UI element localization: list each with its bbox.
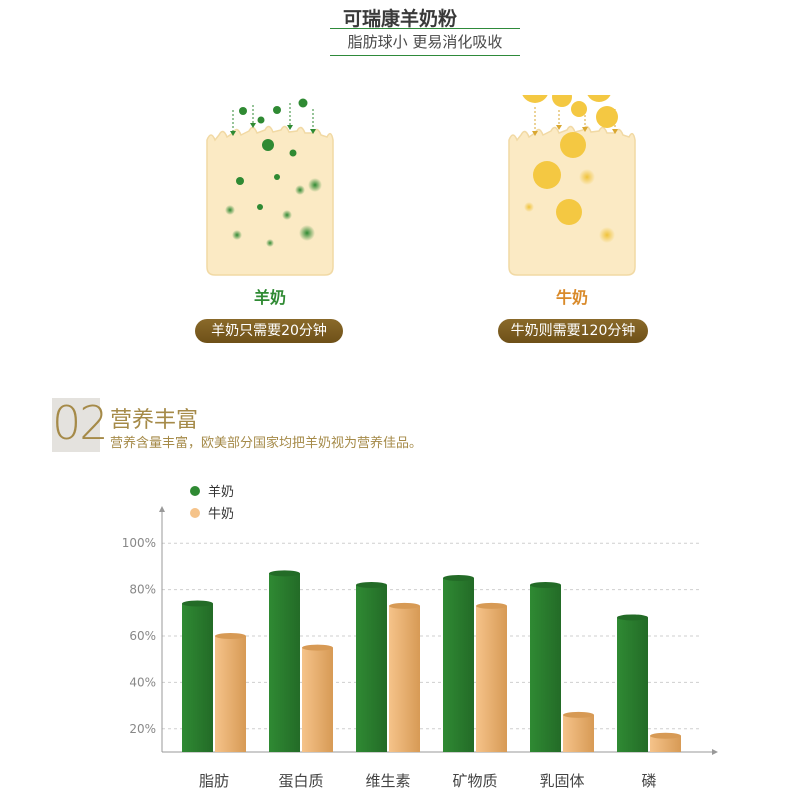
legend-item-goat: 羊奶 xyxy=(190,481,234,500)
cow-milk-label: 牛奶 xyxy=(555,288,588,307)
bar-cow xyxy=(563,714,594,752)
bar-top-cow xyxy=(650,732,681,739)
bar-top-cow xyxy=(389,602,420,609)
page-title: 可瑞康羊奶粉 xyxy=(342,8,457,30)
section-description: 营养含量丰富，欧美部分国家均把羊奶视为营养佳品。 xyxy=(110,436,423,451)
bar-goat xyxy=(182,603,213,752)
y-tick-label: 100% xyxy=(122,536,156,550)
cow-milk-cell-illustration xyxy=(507,95,637,280)
bar-cow xyxy=(215,636,246,752)
legend-item-cow: 牛奶 xyxy=(190,503,234,522)
bar-top-goat xyxy=(617,614,648,621)
bar-goat xyxy=(530,584,561,752)
y-tick-label: 60% xyxy=(129,629,156,643)
bar-top-cow xyxy=(476,602,507,609)
bar-cow xyxy=(389,605,420,752)
x-tick-label: 乳固体 xyxy=(539,772,584,790)
x-tick-label: 维生素 xyxy=(365,772,410,790)
legend-label-goat: 羊奶 xyxy=(208,485,235,500)
bar-cow xyxy=(302,647,333,752)
y-tick-label: 40% xyxy=(129,675,156,689)
page-subtitle: 脂肪球小 更易消化吸收 xyxy=(330,28,520,56)
cow-milk-time-badge: 牛奶则需要120分钟 xyxy=(498,319,648,343)
y-axis-arrow xyxy=(159,506,165,512)
nutrition-bar-chart: 20% 40% 60% 80% 100% 脂肪 蛋白质 维生素 矿物质 乳固体 磷 xyxy=(122,506,718,790)
goat-milk-time-badge: 羊奶只需要20分钟 xyxy=(195,319,343,343)
goat-milk-cell-illustration xyxy=(205,95,335,280)
x-tick-label: 矿物质 xyxy=(452,772,497,790)
bar-goat xyxy=(443,578,474,752)
section-number-background xyxy=(52,398,100,452)
bar-top-cow xyxy=(215,633,246,639)
bar-goat xyxy=(356,584,387,752)
section-title: 营养丰富 xyxy=(110,408,199,433)
bar-goat xyxy=(617,617,648,752)
x-axis-arrow xyxy=(712,749,718,755)
x-tick-label: 磷 xyxy=(641,772,656,790)
bar-top-cow xyxy=(563,711,594,718)
bar-top-goat xyxy=(443,575,474,581)
x-tick-label: 蛋白质 xyxy=(278,772,323,790)
legend-swatch-cow xyxy=(190,507,200,518)
legend-swatch-goat xyxy=(190,485,200,496)
bar-top-goat xyxy=(530,581,561,588)
section-number: 02 xyxy=(52,396,109,450)
bar-top-goat xyxy=(356,581,387,588)
bar-top-goat xyxy=(182,600,213,607)
bar-top-goat xyxy=(269,570,300,577)
bar-top-cow xyxy=(302,644,333,651)
bar-goat xyxy=(269,573,300,752)
bar-cow xyxy=(650,735,681,752)
y-tick-label: 80% xyxy=(129,583,156,597)
legend-label-cow: 牛奶 xyxy=(208,507,235,522)
x-tick-label: 脂肪 xyxy=(199,772,229,790)
y-tick-label: 20% xyxy=(129,722,156,736)
bar-cow xyxy=(476,605,507,752)
goat-milk-label: 羊奶 xyxy=(253,288,286,307)
